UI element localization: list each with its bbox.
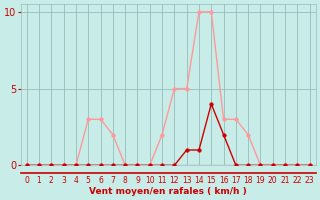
X-axis label: Vent moyen/en rafales ( km/h ): Vent moyen/en rafales ( km/h ) xyxy=(89,187,247,196)
